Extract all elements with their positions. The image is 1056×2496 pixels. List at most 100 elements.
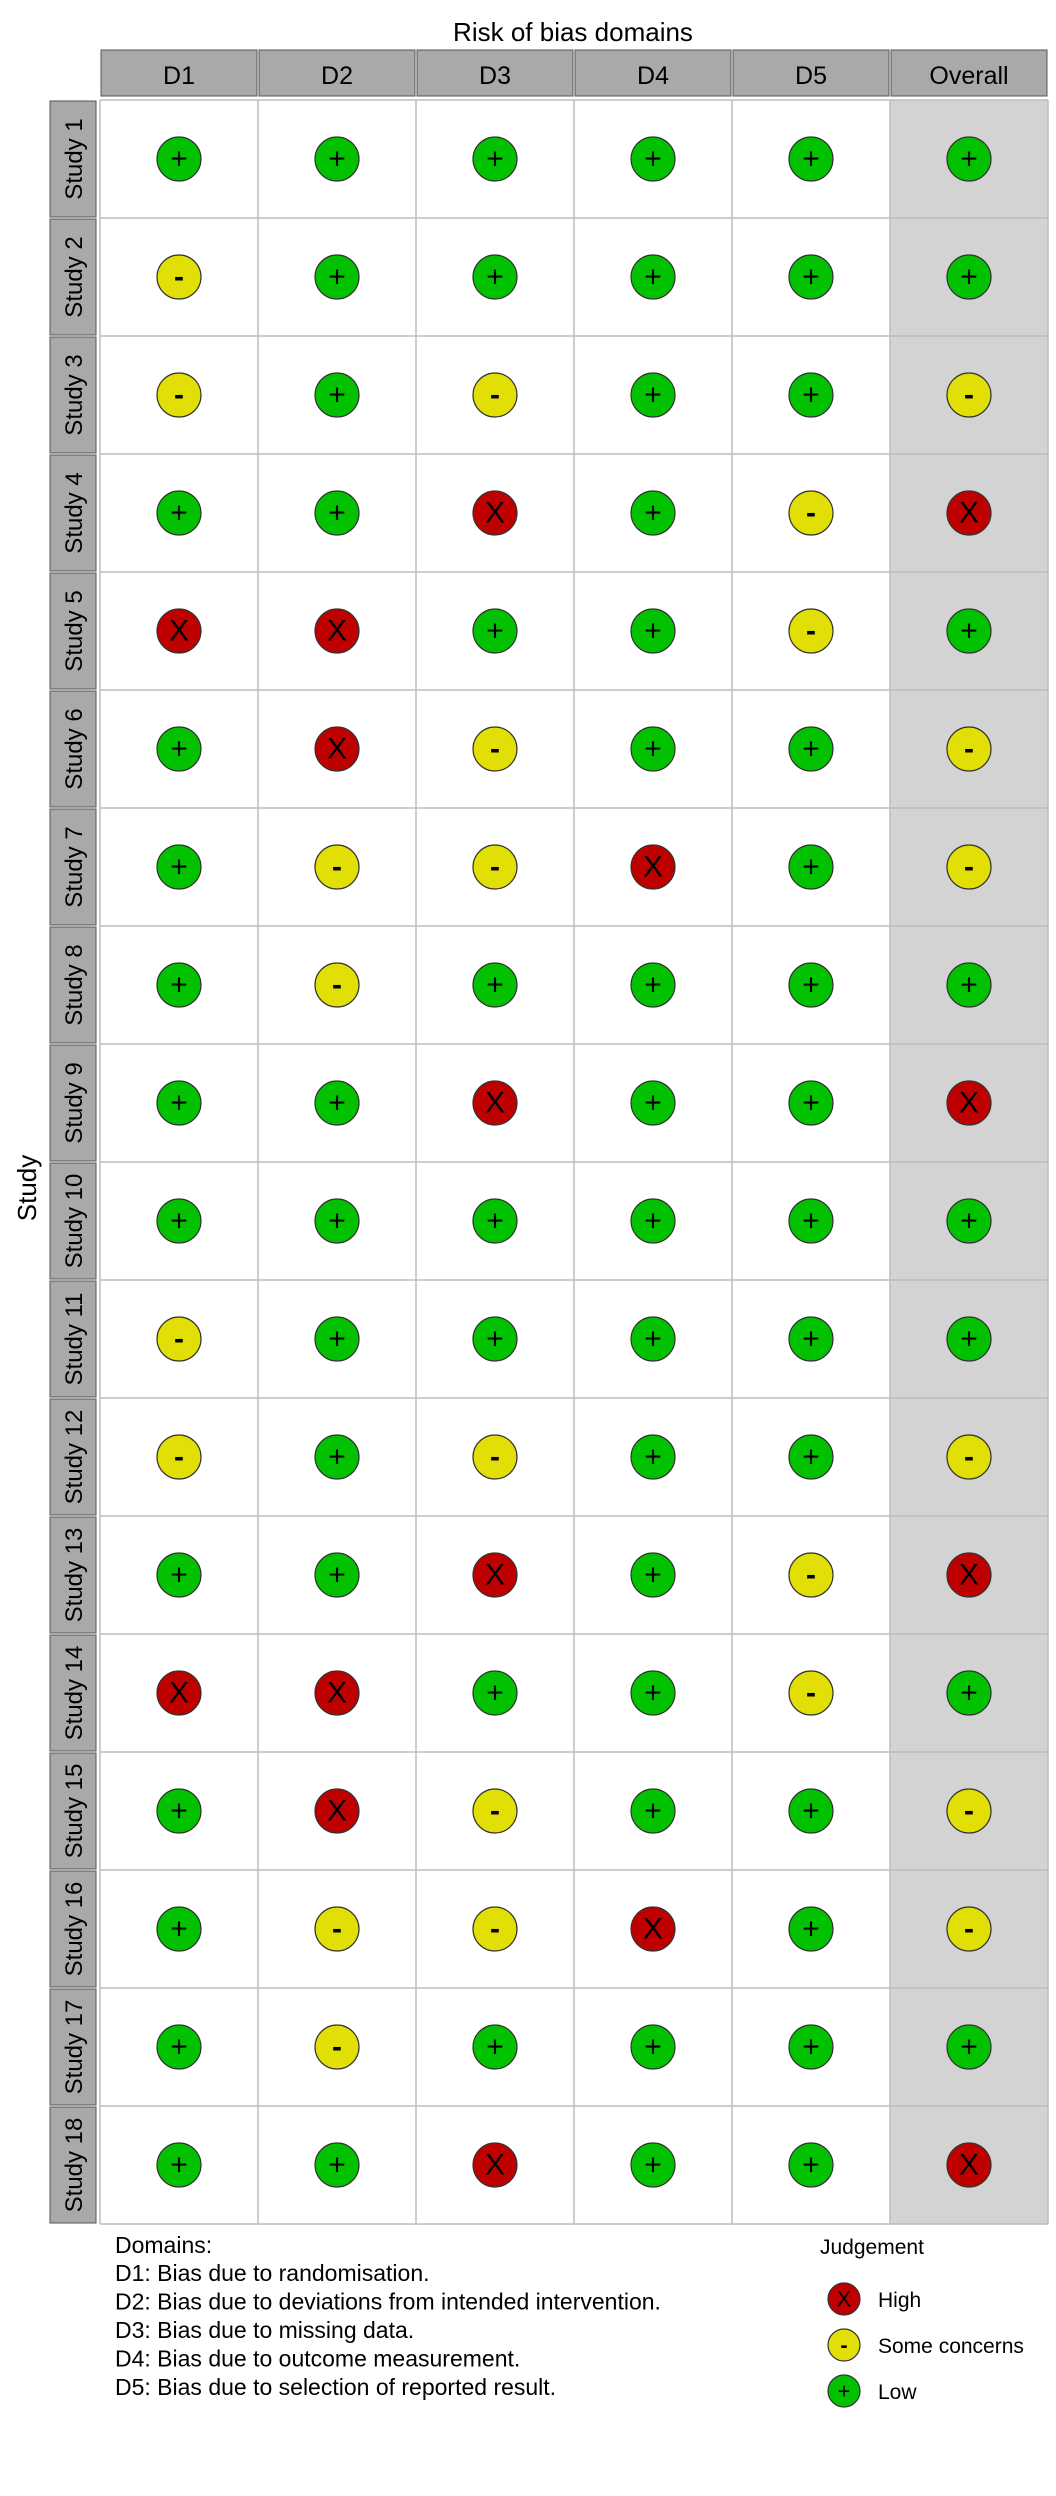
- domain-description: D1: Bias due to randomisation.: [115, 2260, 430, 2286]
- judgement-mark-low: +: [788, 1080, 834, 1126]
- judgement-symbol: +: [486, 969, 504, 1002]
- judgement-symbol: X: [959, 497, 979, 530]
- judgement-symbol: +: [802, 1441, 820, 1474]
- judgement-mark-high: X: [946, 1552, 992, 1598]
- study-label: Study 2: [61, 236, 88, 317]
- y-axis-label: Study: [12, 1155, 42, 1222]
- judgement-symbol: +: [328, 1323, 346, 1356]
- judgement-symbol: +: [960, 1323, 978, 1356]
- judgement-symbol: +: [170, 1087, 188, 1120]
- study-label: Study 5: [61, 590, 88, 671]
- judgement-mark-some: -: [156, 254, 202, 300]
- judgement-mark-low: +: [314, 2142, 360, 2188]
- judgement-circle: [946, 254, 992, 300]
- judgement-circle: [827, 2374, 861, 2408]
- judgement-circle: [788, 1434, 834, 1480]
- judgement-mark-low: +: [788, 726, 834, 772]
- column-header-label: D1: [163, 62, 195, 90]
- judgement-mark-low: +: [788, 1316, 834, 1362]
- judgement-symbol: +: [170, 1795, 188, 1828]
- judgement-symbol: +: [486, 1677, 504, 1710]
- study-label-bg: [49, 1398, 97, 1516]
- study-label: Study 6: [61, 708, 88, 789]
- judgement-mark-low: +: [630, 1198, 676, 1244]
- judgement-mark-low: +: [314, 1316, 360, 1362]
- judgement-mark-low: +: [946, 1316, 992, 1362]
- judgement-symbol: +: [644, 1323, 662, 1356]
- judgement-symbol: -: [332, 851, 342, 884]
- judgement-circle: [156, 608, 202, 654]
- judgement-symbol: +: [644, 2031, 662, 2064]
- study-label: Study 16: [61, 1882, 88, 1977]
- study-label: Study 12: [61, 1410, 88, 1505]
- judgement-mark-some: -: [788, 490, 834, 536]
- judgement-symbol: +: [328, 143, 346, 176]
- judgement-mark-low: +: [630, 372, 676, 418]
- judgement-mark-high: X: [472, 1080, 518, 1126]
- judgement-symbol: +: [644, 1441, 662, 1474]
- judgement-mark-low: +: [788, 254, 834, 300]
- judgement-mark-low: +: [946, 254, 992, 300]
- judgement-circle: [472, 1434, 518, 1480]
- judgement-symbol: +: [644, 1087, 662, 1120]
- judgement-symbol: X: [485, 1087, 505, 1120]
- judgement-circle: [946, 1788, 992, 1834]
- judgement-symbol: +: [328, 261, 346, 294]
- judgement-mark-high: X: [314, 726, 360, 772]
- judgement-symbol: +: [486, 143, 504, 176]
- judgement-circle: [630, 372, 676, 418]
- judgement-mark-some: -: [946, 372, 992, 418]
- judgement-circle: [156, 372, 202, 418]
- judgement-symbol: +: [960, 261, 978, 294]
- study-label: Study 1: [61, 118, 88, 199]
- judgement-symbol: -: [964, 851, 974, 884]
- judgement-mark-high: X: [156, 608, 202, 654]
- judgement-symbol: +: [486, 615, 504, 648]
- judgement-circle: [946, 1316, 992, 1362]
- judgement-symbol: +: [170, 143, 188, 176]
- study-label: Study 13: [61, 1528, 88, 1623]
- judgement-circle: [314, 962, 360, 1008]
- judgement-circle: [314, 2142, 360, 2188]
- judgement-symbol: X: [837, 2287, 852, 2312]
- judgement-circle: [314, 1434, 360, 1480]
- judgement-symbol: +: [960, 1677, 978, 1710]
- judgement-symbol: +: [644, 1677, 662, 1710]
- judgement-symbol: -: [490, 851, 500, 884]
- judgement-circle: [630, 136, 676, 182]
- judgement-symbol: -: [490, 1441, 500, 1474]
- judgement-circle: [314, 1080, 360, 1126]
- judgement-symbol: +: [328, 2149, 346, 2182]
- judgement-symbol: +: [170, 1205, 188, 1238]
- legend-title: Judgement: [820, 2236, 924, 2259]
- judgement-circle: [788, 1670, 834, 1716]
- study-label-bg: [49, 1044, 97, 1162]
- judgement-mark-low: +: [472, 1198, 518, 1244]
- judgement-symbol: +: [802, 143, 820, 176]
- judgement-symbol: -: [806, 615, 816, 648]
- domain-description: D2: Bias due to deviations from intended…: [115, 2289, 661, 2315]
- judgement-symbol: X: [485, 2149, 505, 2182]
- judgement-circle: [156, 1552, 202, 1598]
- judgement-circle: [472, 136, 518, 182]
- judgement-mark-low: +: [314, 1080, 360, 1126]
- judgement-circle: [314, 844, 360, 890]
- judgement-mark-low: +: [630, 1788, 676, 1834]
- judgement-circle: [314, 490, 360, 536]
- judgement-circle: [788, 372, 834, 418]
- judgement-circle: [788, 2142, 834, 2188]
- judgement-circle: [946, 962, 992, 1008]
- judgement-symbol: +: [486, 261, 504, 294]
- judgement-circle: [314, 1670, 360, 1716]
- judgement-symbol: +: [960, 615, 978, 648]
- judgement-mark-low: +: [156, 2024, 202, 2070]
- study-label: Study 11: [61, 1293, 88, 1386]
- judgement-mark-low: +: [156, 490, 202, 536]
- judgement-symbol: -: [840, 2333, 847, 2358]
- column-header-bg: [574, 49, 732, 97]
- judgement-symbol: +: [802, 1205, 820, 1238]
- study-label: Study 7: [61, 826, 88, 907]
- judgement-mark-low: +: [156, 1906, 202, 1952]
- judgement-mark-low: +: [788, 136, 834, 182]
- judgement-mark-high: X: [946, 1080, 992, 1126]
